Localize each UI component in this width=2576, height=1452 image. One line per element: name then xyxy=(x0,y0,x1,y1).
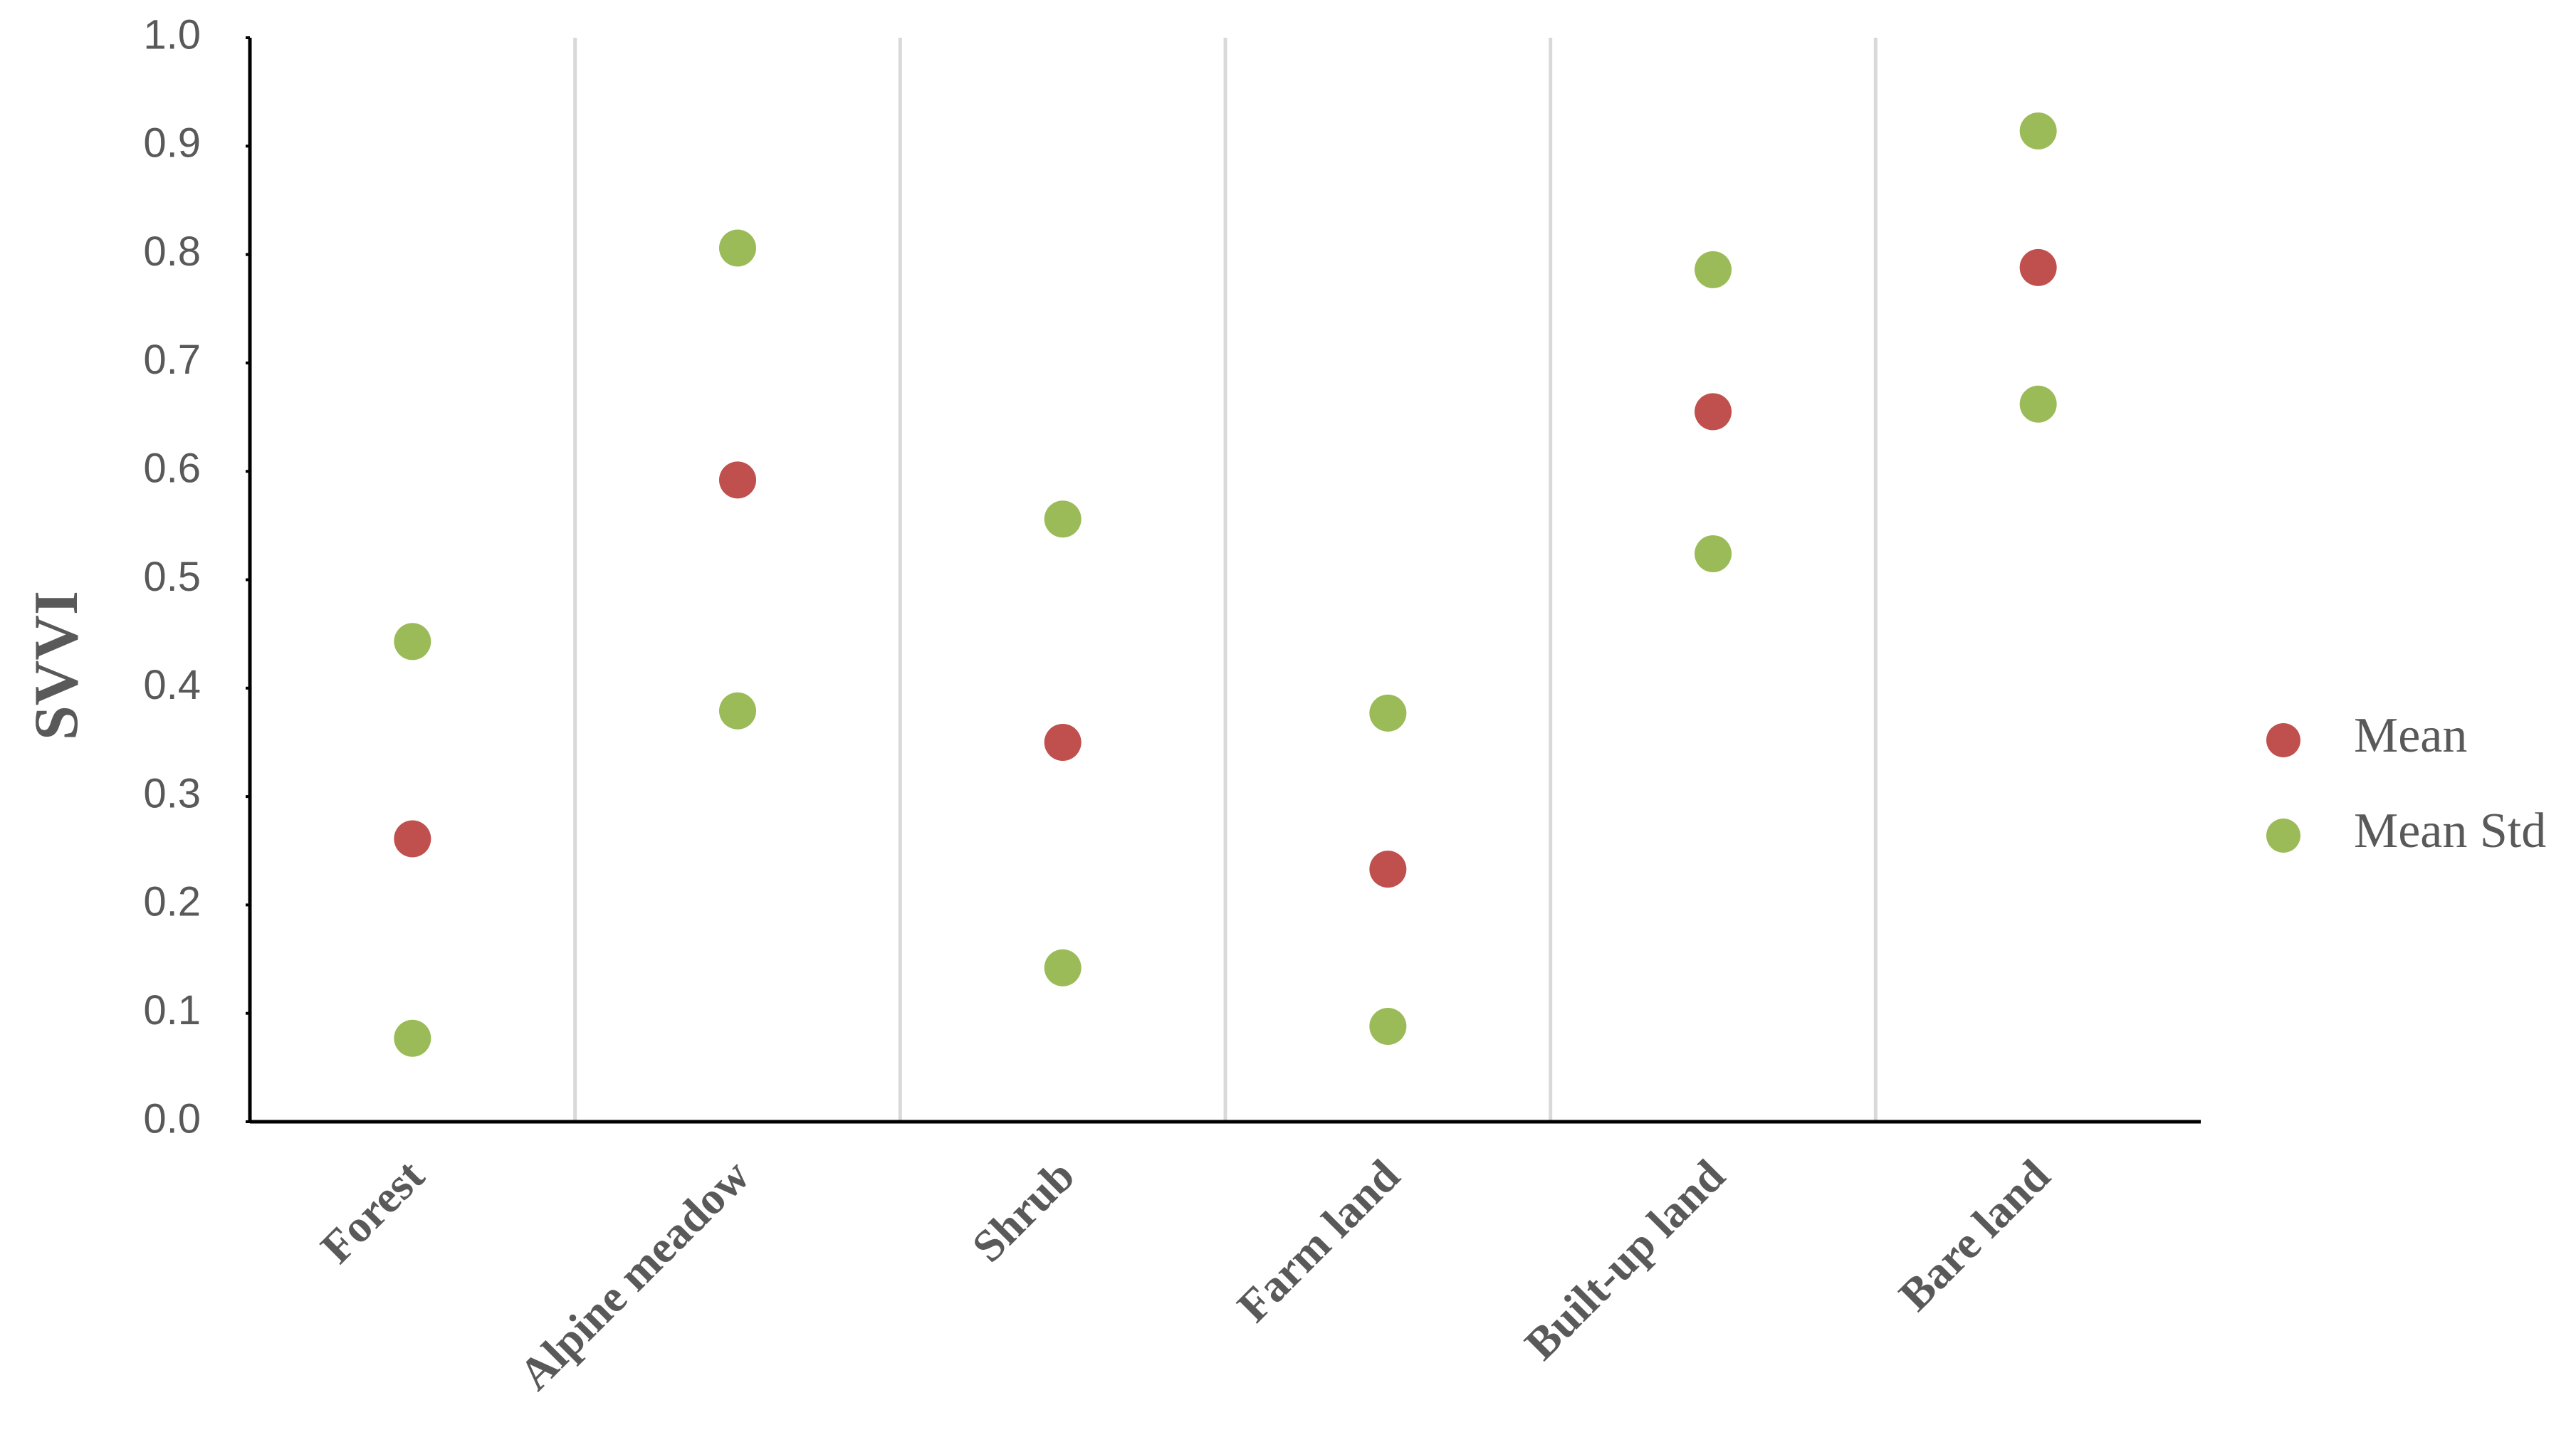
dot xyxy=(719,229,756,267)
dot xyxy=(394,820,431,858)
x-tick-label: Bare land xyxy=(1889,1150,2059,1320)
dot xyxy=(1369,851,1407,888)
x-tick-label: Alpine meadow xyxy=(509,1150,759,1400)
legend-marker xyxy=(2266,723,2300,757)
y-tick-label: 0.0 xyxy=(143,1095,201,1142)
legend-label: Mean xyxy=(2354,708,2467,763)
x-tick-label: Shrub xyxy=(963,1150,1084,1272)
y-tick-label: 0.6 xyxy=(143,446,201,492)
dot xyxy=(1044,500,1082,538)
dot xyxy=(2019,385,2057,423)
x-tick-label: Built-up land xyxy=(1515,1150,1734,1369)
dot xyxy=(2019,248,2057,286)
y-tick-label: 0.8 xyxy=(143,228,201,275)
dot xyxy=(1044,723,1082,761)
dot xyxy=(1369,694,1407,732)
dot xyxy=(394,1019,431,1057)
y-tick-label: 1.0 xyxy=(143,11,201,58)
dot xyxy=(719,461,756,499)
x-tick-label: Forest xyxy=(311,1150,434,1273)
legend-label: Mean Std xyxy=(2354,804,2546,858)
y-tick-label: 0.5 xyxy=(143,554,201,600)
y-axis-label: SVVI xyxy=(22,591,91,740)
dot xyxy=(1695,535,1732,572)
dot xyxy=(1044,949,1082,987)
y-tick-label: 0.3 xyxy=(143,770,201,816)
dot xyxy=(1695,251,1732,288)
y-tick-label: 0.4 xyxy=(143,662,201,708)
legend-marker xyxy=(2266,819,2300,853)
dot xyxy=(2019,112,2057,149)
y-tick-label: 0.2 xyxy=(143,879,201,925)
y-tick-label: 0.7 xyxy=(143,337,201,383)
dot xyxy=(719,692,756,730)
dot xyxy=(394,623,431,661)
y-tick-label: 0.9 xyxy=(143,120,201,167)
y-tick-label: 0.1 xyxy=(143,987,201,1033)
dot xyxy=(1695,393,1732,431)
x-tick-label: Farm land xyxy=(1227,1150,1409,1332)
dot xyxy=(1369,1007,1407,1045)
